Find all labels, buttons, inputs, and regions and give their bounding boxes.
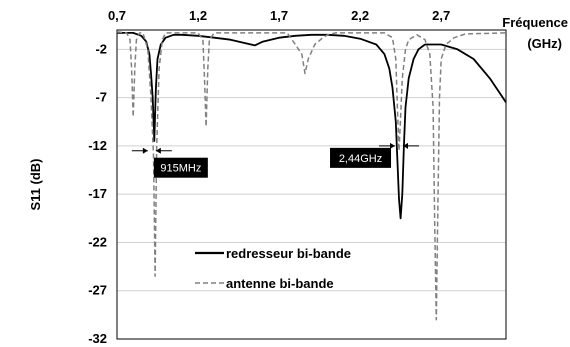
- x-axis-title: Fréquence: [502, 15, 568, 30]
- legend-label-redresseur: redresseur bi-bande: [226, 246, 351, 261]
- x-tick-labels: 0,7 1,2 1,7 2,2 2,7: [108, 8, 450, 23]
- callout-box: [153, 157, 208, 178]
- callout-arrowhead-left: [142, 147, 148, 154]
- x-tick-label: 1,2: [189, 8, 207, 23]
- series-line-antenne: [116, 31, 507, 321]
- callout-label: 2,44GHz: [339, 153, 382, 165]
- gridlines: [117, 48, 506, 340]
- callout-0: 915MHz: [131, 147, 208, 178]
- y-tick-label: -17: [88, 186, 107, 201]
- plot-frame: [116, 29, 507, 340]
- x-axis-unit: (GHz): [527, 36, 562, 51]
- callout-arrowhead-right: [403, 142, 409, 149]
- y-tick-label: -7: [95, 90, 107, 105]
- x-tick-label: 0,7: [108, 8, 126, 23]
- x-tick-label: 2,7: [432, 8, 450, 23]
- y-tick-label: -2: [95, 41, 107, 56]
- callout-arrowhead-right: [155, 147, 161, 154]
- y-tick-label: -12: [88, 138, 107, 153]
- series-line-redresseur: [117, 32, 507, 220]
- callout-1: 2,44GHz: [330, 142, 420, 168]
- legend: redresseur bi-bande antenne bi-bande: [195, 246, 351, 291]
- y-axis-title: S11 (dB): [28, 158, 43, 210]
- legend-label-antenne: antenne bi-bande: [226, 276, 334, 291]
- y-tick-label: -22: [88, 234, 107, 249]
- y-tick-label: -27: [88, 283, 107, 298]
- series-layer: [116, 31, 507, 321]
- callout-arrowhead-left: [390, 142, 396, 149]
- callout-box: [330, 147, 392, 168]
- x-tick-label: 1,7: [270, 8, 288, 23]
- y-tick-label: -32: [88, 331, 107, 346]
- y-tick-labels: -2 -7 -12 -17 -22 -27 -32: [88, 41, 107, 346]
- callouts: 915MHz 2,44GHz: [131, 142, 420, 178]
- x-tick-label: 2,2: [351, 8, 369, 23]
- callout-label: 915MHz: [160, 163, 201, 175]
